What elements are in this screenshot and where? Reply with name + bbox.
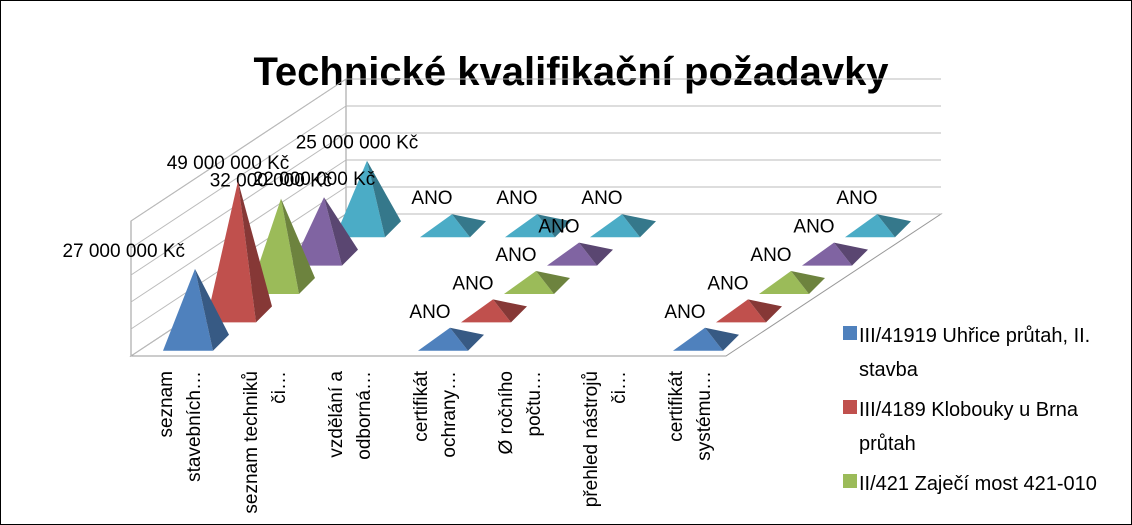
data-label: ANO [495,245,536,266]
pyramid-side [537,214,571,238]
data-label: 22 000 000 Kč [253,169,376,190]
pyramid [590,214,640,238]
pyramid-side [450,327,484,351]
pyramid-side [791,271,825,294]
pyramid-side [281,198,315,294]
x-tick-label: přehled nástrojů či… [580,371,630,508]
legend-swatch [843,326,857,340]
pyramid [335,160,385,238]
x-tick-label: certifikát ochrany… [410,371,460,458]
pyramid [163,268,213,351]
pyramid [759,271,809,294]
pyramid [547,242,597,266]
x-tick-label: Ø ročního počtu… [495,371,545,455]
data-label: 27 000 000 Kč [62,241,185,262]
pyramid-side [367,160,401,238]
grid-line [130,78,347,222]
data-label: ANO [411,188,452,209]
pyramid-side [877,214,911,238]
pyramid [418,327,468,351]
pyramid [292,197,342,266]
pyramid-side [324,197,358,266]
pyramid-side [622,214,656,238]
data-label: ANO [409,302,450,323]
data-label: ANO [581,188,622,209]
pyramid-side [195,268,229,351]
data-label: ANO [664,302,705,323]
pyramid [504,271,554,294]
data-label: ANO [538,217,579,238]
x-tick-label: vzdělání a odborná… [325,371,375,460]
pyramid [716,299,766,323]
data-label: ANO [452,273,493,294]
data-label: ANO [793,217,834,238]
pyramid [802,242,852,266]
data-label: ANO [496,188,537,209]
pyramid-side [579,242,613,266]
x-tick-label: seznam stavebních… [155,371,205,482]
legend-label: III/4189 Klobouky u Brna průtah [859,399,1079,455]
pyramid-side [238,181,272,323]
pyramid [206,181,256,323]
pyramid-side [748,299,782,323]
pyramid-side [536,271,570,294]
pyramid [420,214,470,238]
legend-swatch [843,400,857,414]
chart-title: Technické kvalifikační požadavky [253,50,889,94]
data-label: ANO [707,273,748,294]
legend-label: III/41919 Uhřice průtah, II. stavba [859,325,1091,381]
x-tick-label: certifikát systému… [665,371,715,461]
data-label: ANO [836,188,877,209]
pyramid-side [452,214,486,238]
data-label: ANO [750,245,791,266]
pyramid-side [493,299,527,323]
pyramid [505,214,555,238]
pyramid [673,327,723,351]
data-label: 32 000 000 Kč [210,171,333,192]
grid-line [130,105,347,249]
data-label: 25 000 000 Kč [296,133,419,154]
pyramid-side [834,242,868,266]
data-label: 49 000 000 Kč [167,153,290,174]
pyramid [845,214,895,238]
pyramid-side [705,327,739,351]
legend-label: II/421 Zaječí most 421-010 [859,473,1097,495]
x-tick-label: seznam techniků či… [240,371,290,514]
legend-swatch [843,474,857,488]
pyramid [461,299,511,323]
